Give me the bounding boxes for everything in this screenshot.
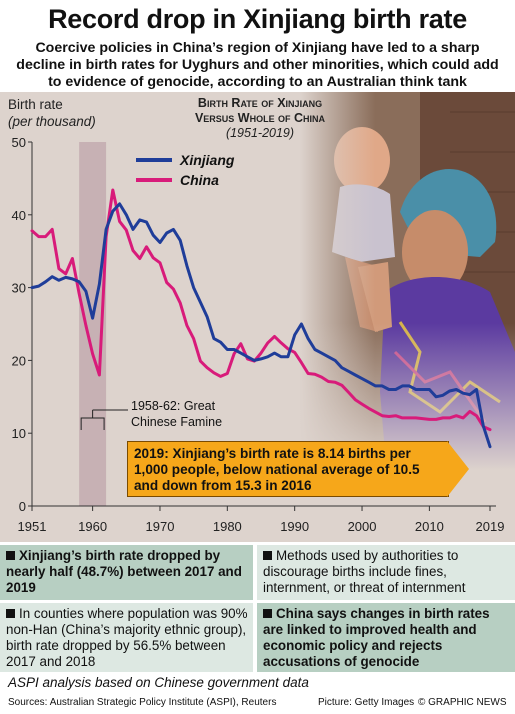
bullet-square-icon	[6, 551, 15, 560]
series-line-xinjiang	[30, 202, 492, 449]
legend-label-xinjiang: Xinjiang	[179, 152, 235, 168]
picture-credit: Picture: Getty Images	[318, 697, 415, 708]
x-tick-label: 2019	[476, 519, 505, 534]
copyright-credit: © GRAPHIC NEWS	[418, 697, 507, 708]
y-tick-label: 50	[12, 135, 26, 150]
fact-text: In counties where population was 90% non…	[6, 606, 248, 669]
y-tick-label: 0	[19, 499, 26, 514]
credits: Sources: Australian Strategic Policy Ins…	[0, 697, 515, 714]
y-axis-label: Birth rate (per thousand)	[8, 96, 96, 130]
callout-2019: 2019: Xinjiang’s birth rate is 8.14 birt…	[127, 441, 449, 497]
y-tick-label: 10	[12, 426, 26, 441]
fact-non-han-counties: In counties where population was 90% non…	[0, 603, 253, 672]
fact-china-response: China says changes in birth rates are li…	[257, 603, 515, 672]
famine-label-line2: Chinese Famine	[131, 415, 222, 429]
page-title: Record drop in Xinjiang birth rate	[48, 4, 467, 34]
x-tick-label: 1980	[213, 519, 242, 534]
x-tick-label: 1960	[78, 519, 107, 534]
fact-text: China says changes in birth rates are li…	[263, 606, 490, 669]
page-subtitle: Coercive policies in China’s region of X…	[16, 40, 499, 90]
chart-title-line2: Versus Whole of China	[194, 111, 326, 125]
x-tick-label: 1990	[280, 519, 309, 534]
callout-arrow	[447, 441, 469, 497]
chart-title-line1: Birth Rate of Xinjiang	[197, 96, 323, 110]
chart-title: Birth Rate of Xinjiang Versus Whole of C…	[150, 96, 370, 126]
facts-panel: Xinjiang’s birth rate dropped by nearly …	[0, 545, 515, 672]
y-axis-unit: (per thousand)	[8, 114, 96, 129]
fact-methods: Methods used by authorities to discourag…	[257, 545, 515, 600]
y-tick-label: 20	[12, 353, 26, 368]
footnote: ASPI analysis based on Chinese governmen…	[8, 675, 309, 690]
x-tick-label: 2000	[348, 519, 377, 534]
bullet-square-icon	[6, 609, 15, 618]
y-tick-label: 40	[12, 208, 26, 223]
legend-label-china: China	[180, 172, 219, 188]
famine-label-line1: 1958-62: Great	[131, 399, 216, 413]
fact-text: Xinjiang’s birth rate dropped by nearly …	[6, 548, 242, 595]
chart-period: (1951-2019)	[225, 126, 295, 140]
x-tick-label: 1951	[18, 519, 47, 534]
x-tick-label: 2010	[415, 519, 444, 534]
y-tick-label: 30	[12, 281, 26, 296]
birth-rate-line-chart: 0 10 20 30 40 50 1951 1960 1970 1980 1990 2000 2010 2…	[12, 135, 505, 534]
fact-text: Methods used by authorities to discourag…	[263, 548, 466, 595]
x-tick-label: 1970	[146, 519, 175, 534]
fact-birth-rate-halved: Xinjiang’s birth rate dropped by nearly …	[0, 545, 253, 600]
bullet-square-icon	[263, 609, 272, 618]
y-axis-title: Birth rate	[8, 97, 63, 112]
bullet-square-icon	[263, 551, 272, 560]
sources-credit: Sources: Australian Strategic Policy Ins…	[8, 697, 277, 708]
